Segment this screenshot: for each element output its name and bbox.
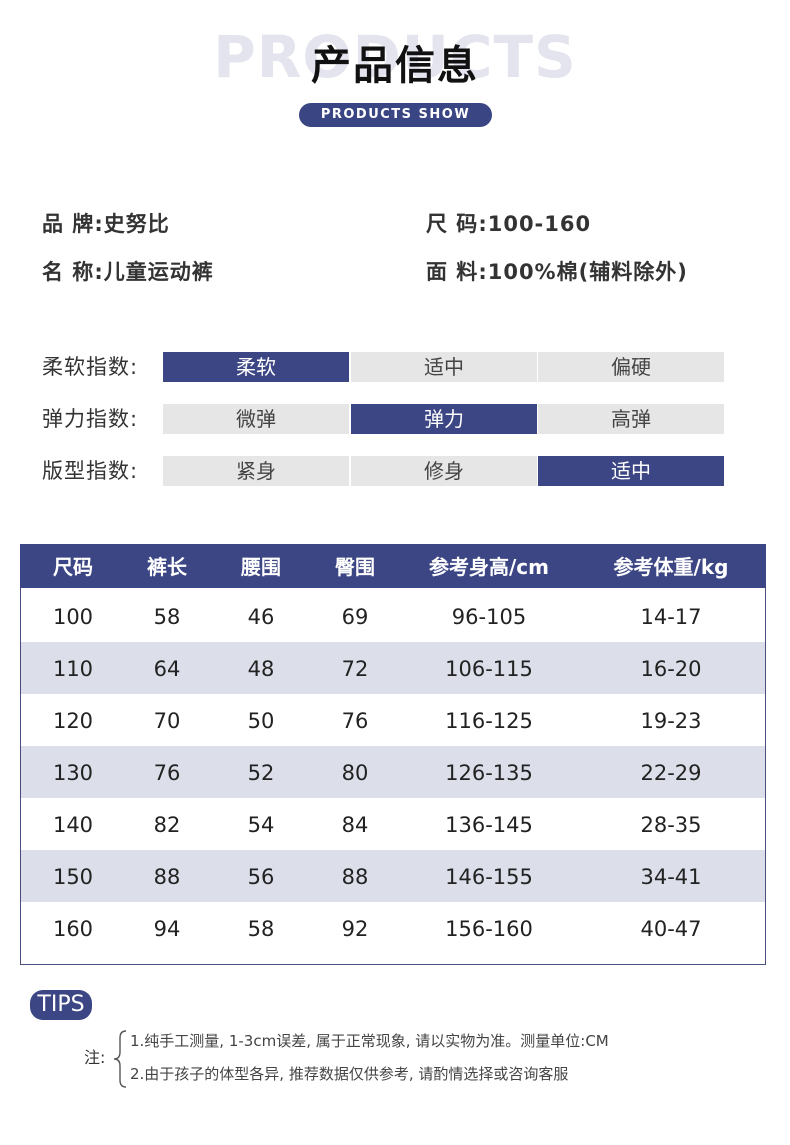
table-cell: 106-115 <box>445 657 533 681</box>
table-cell: 130 <box>52 761 94 785</box>
table-cell: 126-135 <box>445 761 533 785</box>
table-cell: 19-23 <box>640 709 702 733</box>
index-option: 紧身 <box>163 456 349 486</box>
tips-badge: TIPS <box>30 990 92 1020</box>
column-header: 臀围 <box>335 555 375 579</box>
table-cell: 64 <box>153 657 181 681</box>
table-cell: 22-29 <box>640 761 702 785</box>
table-cell: 110 <box>52 657 94 681</box>
table-cell: 94 <box>153 917 181 941</box>
index-option-selected: 柔软 <box>163 352 349 382</box>
index-option: 高弹 <box>538 404 724 434</box>
index-option: 微弹 <box>163 404 349 434</box>
table-cell: 76 <box>153 761 181 785</box>
table-cell: 82 <box>153 813 181 837</box>
table-cell: 96-105 <box>451 605 527 629</box>
table-row <box>21 642 765 694</box>
table-cell: 34-41 <box>640 865 702 889</box>
column-header: 腰围 <box>241 555 281 579</box>
table-cell: 100 <box>52 605 94 629</box>
table-cell: 140 <box>52 813 94 837</box>
size-info: 尺 码:100-160 <box>426 212 592 236</box>
column-header: 参考体重/kg <box>613 555 729 579</box>
index-option: 适中 <box>351 352 537 382</box>
size-key: 尺 码 <box>426 212 479 236</box>
column-header: 尺码 <box>53 555 93 579</box>
table-row <box>21 746 765 798</box>
index-option-selected: 适中 <box>538 456 724 486</box>
material-info: 面 料:100%棉(辅料除外) <box>426 260 688 284</box>
header-watermark: PRODUCTS <box>213 23 577 91</box>
material-value: 100%棉(辅料除外) <box>487 260 688 284</box>
page-title: 产品信息 <box>311 43 479 89</box>
table-cell: 76 <box>341 709 369 733</box>
name-info: 名 称:儿童运动裤 <box>42 260 214 284</box>
table-cell: 28-35 <box>640 813 702 837</box>
table-cell: 16-20 <box>640 657 702 681</box>
table-cell: 116-125 <box>445 709 533 733</box>
index-option-selected: 弹力 <box>351 404 537 434</box>
note-prefix: 注: <box>84 1048 106 1067</box>
table-cell: 69 <box>341 605 369 629</box>
subtitle-badge: PRODUCTS SHOW <box>299 103 492 127</box>
table-header <box>20 544 766 588</box>
brand-key: 品 牌 <box>42 212 95 236</box>
table-cell: 72 <box>341 657 369 681</box>
size-value: 100-160 <box>487 212 592 236</box>
table-cell: 56 <box>247 865 275 889</box>
table-row <box>21 850 765 902</box>
index-label: 柔软指数: <box>42 355 139 379</box>
column-header: 参考身高/cm <box>429 555 549 579</box>
index-label: 弹力指数: <box>42 407 139 431</box>
table-cell: 58 <box>153 605 181 629</box>
table-cell: 156-160 <box>445 917 533 941</box>
table-cell: 54 <box>247 813 275 837</box>
table-cell: 40-47 <box>640 917 702 941</box>
column-header: 裤长 <box>147 555 187 579</box>
brace-icon <box>113 1030 127 1088</box>
table-cell: 48 <box>247 657 275 681</box>
name-key: 名 称 <box>42 260 95 284</box>
table-cell: 92 <box>341 917 369 941</box>
table-cell: 146-155 <box>445 865 533 889</box>
brand-value: 史努比 <box>103 212 170 236</box>
table-cell: 88 <box>341 865 369 889</box>
material-key: 面 料 <box>426 260 479 284</box>
table-cell: 160 <box>52 917 94 941</box>
table-cell: 14-17 <box>640 605 702 629</box>
table-cell: 70 <box>153 709 181 733</box>
index-label: 版型指数: <box>42 459 139 483</box>
table-cell: 46 <box>247 605 275 629</box>
table-cell: 136-145 <box>445 813 533 837</box>
index-option: 偏硬 <box>538 352 724 382</box>
table-cell: 120 <box>52 709 94 733</box>
table-cell: 80 <box>341 761 369 785</box>
note-line-2: 2.由于孩子的体型各异, 推荐数据仅供参考, 请酌情选择或咨询客服 <box>130 1065 569 1083</box>
brand-info: 品 牌:史努比 <box>42 212 170 236</box>
table-cell: 58 <box>247 917 275 941</box>
table-cell: 50 <box>247 709 275 733</box>
index-option: 修身 <box>351 456 537 486</box>
table-cell: 150 <box>52 865 94 889</box>
table-cell: 88 <box>153 865 181 889</box>
table-cell: 52 <box>247 761 275 785</box>
note-line-1: 1.纯手工测量, 1-3cm误差, 属于正常现象, 请以实物为准。测量单位:CM <box>130 1032 609 1050</box>
name-value: 儿童运动裤 <box>103 260 214 284</box>
table-cell: 84 <box>341 813 369 837</box>
